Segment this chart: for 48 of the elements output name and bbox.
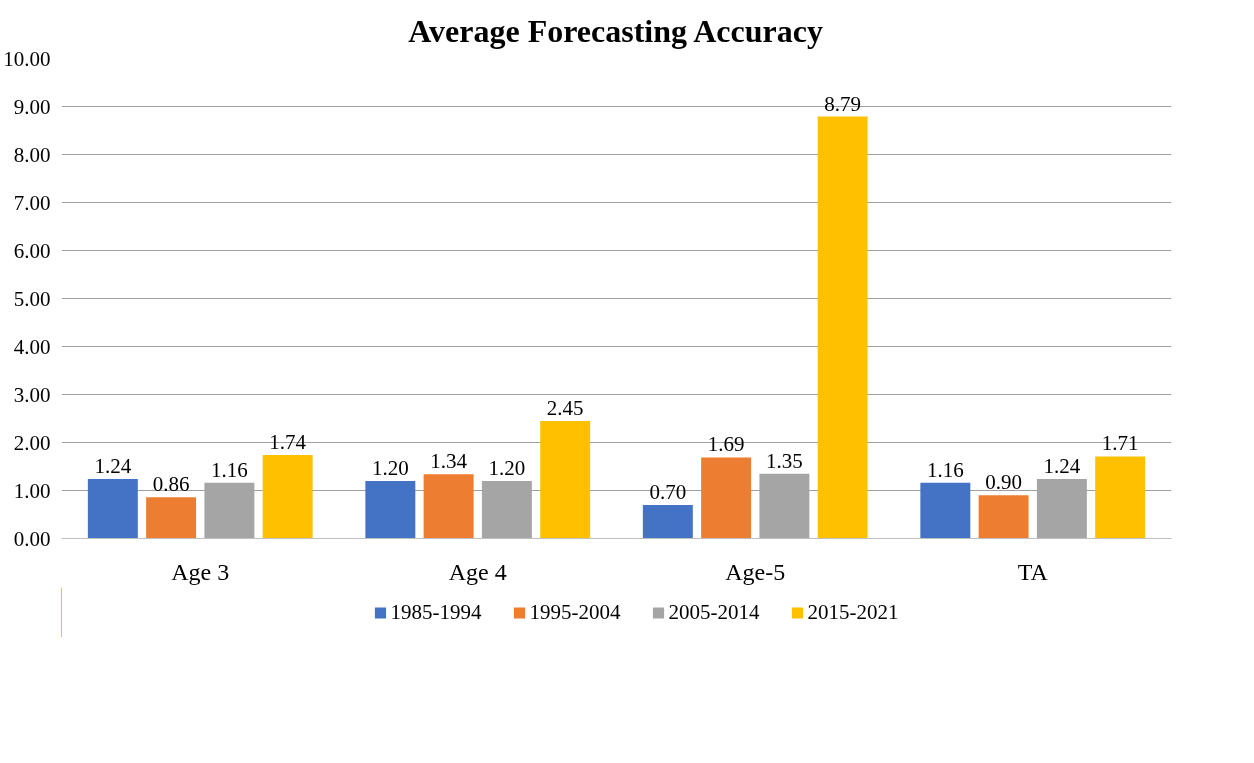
legend-label: 2015-2021	[807, 599, 899, 625]
x-tick-label: Age 4	[448, 558, 507, 585]
data-label: 1.69	[707, 432, 745, 457]
data-label: 0.90	[985, 470, 1022, 495]
y-tick-label: 4.00	[13, 334, 51, 359]
data-label: 8.79	[824, 91, 862, 116]
bar	[978, 495, 1029, 539]
bar	[701, 457, 752, 539]
data-label: 0.86	[152, 472, 190, 497]
y-tick-label: 9.00	[13, 94, 51, 119]
data-label: 1.16	[211, 457, 248, 482]
y-tick-label: 6.00	[13, 238, 51, 263]
x-tick-label: Age 3	[171, 558, 230, 585]
bar	[817, 116, 868, 539]
y-tick-label: 8.00	[13, 142, 51, 167]
y-tick-label: 3.00	[13, 382, 51, 407]
legend-label: 1985-1994	[390, 599, 482, 625]
y-tick-label: 2.00	[13, 430, 51, 455]
legend-label: 2005-2014	[668, 599, 760, 625]
y-tick-label: 0.00	[13, 526, 51, 551]
data-label: 1.24	[94, 453, 132, 478]
data-label: 1.34	[430, 449, 468, 474]
data-label: 1.71	[1101, 431, 1139, 456]
bar	[1095, 456, 1146, 539]
bar	[642, 504, 693, 539]
bar	[365, 480, 416, 539]
data-label: 1.35	[766, 448, 803, 473]
data-label: 1.24	[1043, 453, 1081, 478]
bar	[146, 497, 197, 539]
x-tick-label: TA	[1017, 558, 1049, 585]
data-label: 0.70	[649, 479, 687, 504]
data-label: 1.16	[926, 457, 964, 482]
data-label: 1.20	[371, 455, 409, 480]
legend-label: 1995-2004	[529, 599, 621, 625]
bar	[87, 478, 138, 539]
y-tick-label: 10.00	[3, 46, 51, 71]
bar	[262, 454, 313, 539]
y-tick-label: 5.00	[13, 286, 51, 311]
y-tick-label: 1.00	[13, 478, 51, 503]
bar	[920, 482, 971, 539]
data-label: 1.20	[488, 455, 526, 480]
chart-title: Average Forecasting Accuracy	[408, 12, 823, 49]
bar	[540, 420, 591, 539]
x-tick-label: Age-5	[725, 558, 786, 585]
data-label: 2.45	[546, 395, 584, 420]
bar	[423, 474, 474, 539]
y-tick-label: 7.00	[13, 190, 51, 215]
data-label: 1.74	[269, 429, 307, 454]
